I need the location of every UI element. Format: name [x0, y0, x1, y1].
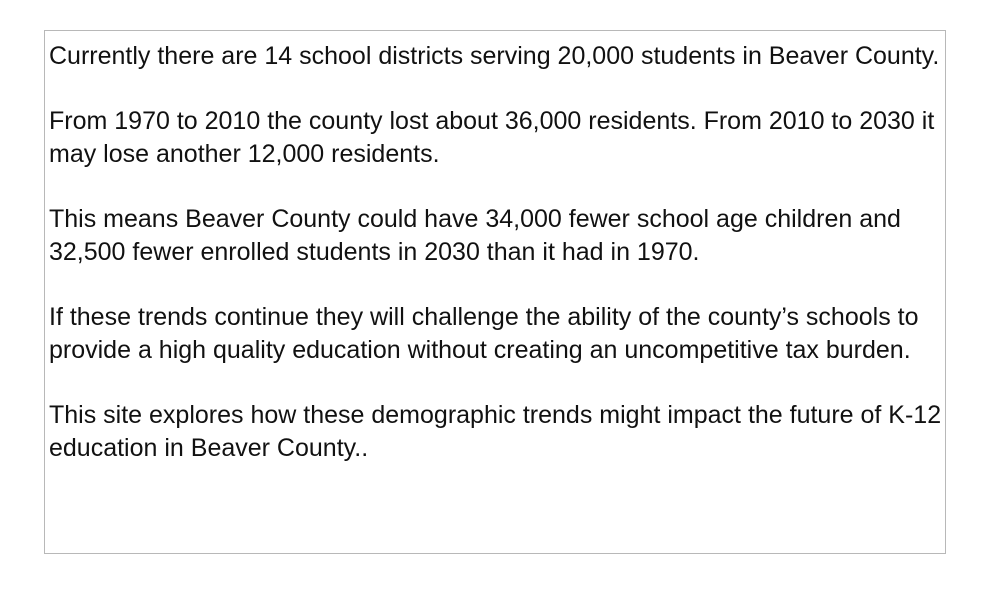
- intro-paragraph-site-purpose: This site explores how these demographic…: [49, 401, 942, 462]
- intro-paragraph-student-decline: This means Beaver County could have 34,0…: [49, 205, 901, 266]
- intro-text-panel: Currently there are 14 school districts …: [44, 30, 946, 554]
- intro-paragraph-challenges: If these trends continue they will chall…: [49, 303, 919, 364]
- intro-paragraph-districts: Currently there are 14 school districts …: [49, 42, 940, 70]
- intro-paragraph-population-loss: From 1970 to 2010 the county lost about …: [49, 107, 935, 168]
